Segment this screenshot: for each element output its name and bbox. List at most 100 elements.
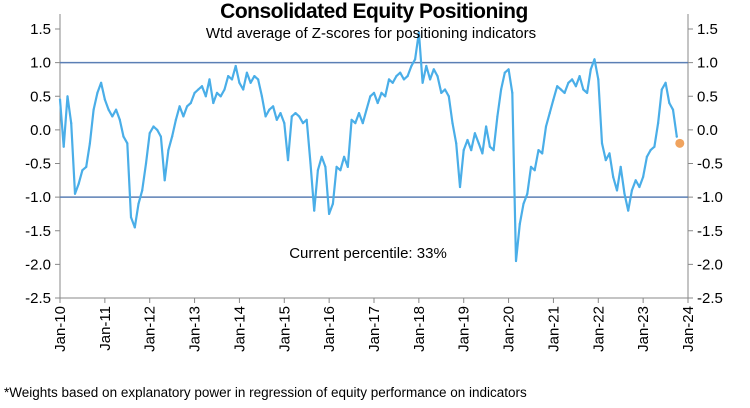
percentile-annotation: Current percentile: 33% <box>289 245 447 262</box>
data-point <box>186 105 189 108</box>
data-point <box>369 95 372 98</box>
data-point <box>414 58 417 61</box>
data-point <box>477 142 480 145</box>
data-point <box>432 68 435 71</box>
data-point <box>593 58 596 61</box>
y-axis-left-ticks: 1.5 1.0 0.5 0.0 -0.5 -1.0 -1.5 -2.0 -2.5 <box>25 21 60 307</box>
x-tick-label: Jan-20 <box>501 306 518 352</box>
data-point <box>660 88 663 91</box>
y-tick-label-left: -0.5 <box>25 156 51 173</box>
data-point <box>253 75 256 78</box>
data-point <box>171 135 174 138</box>
data-point <box>328 212 331 215</box>
current-value-marker <box>675 138 685 148</box>
data-point <box>638 185 641 189</box>
data-point <box>451 122 454 125</box>
x-tick-label: Jan-17 <box>366 306 383 352</box>
data-point <box>597 78 600 81</box>
x-tick-label: Jan-18 <box>411 306 428 352</box>
y-tick-label-right: -2.0 <box>697 256 723 273</box>
data-point <box>466 138 469 142</box>
data-point <box>309 162 312 165</box>
y-tick-label-right: -2.5 <box>697 290 723 307</box>
data-point <box>634 179 637 182</box>
data-point <box>361 122 364 125</box>
data-point <box>204 95 207 98</box>
data-point <box>586 91 589 94</box>
x-tick-label: Jan-15 <box>276 306 293 352</box>
data-point <box>126 142 129 145</box>
data-point <box>425 64 428 68</box>
data-point <box>320 155 323 158</box>
data-point <box>488 145 491 148</box>
data-point <box>391 81 394 84</box>
data-point <box>92 108 95 111</box>
data-point <box>133 226 136 229</box>
data-point <box>458 185 462 189</box>
data-point <box>242 88 245 91</box>
data-point <box>619 165 622 168</box>
x-axis-ticks: Jan-10 Jan-11 Jan-12 Jan-13 Jan-14 Jan-15 Jan-… <box>52 298 697 352</box>
y-tick-label-left: -2.5 <box>25 290 51 307</box>
data-point <box>264 115 267 118</box>
data-point <box>511 91 514 94</box>
data-point <box>129 216 133 219</box>
data-point <box>376 101 379 105</box>
data-point <box>500 88 503 91</box>
y-tick-label-left: -1.5 <box>25 223 51 240</box>
x-tick-label: Jan-23 <box>635 306 652 352</box>
data-point <box>503 71 506 74</box>
data-point <box>174 118 177 121</box>
data-point <box>462 149 465 152</box>
data-point <box>387 78 391 81</box>
data-point <box>447 95 450 98</box>
data-point <box>589 68 592 71</box>
data-point <box>627 209 630 212</box>
y-tick-label-right: -0.5 <box>697 156 723 173</box>
data-point <box>399 71 402 74</box>
data-point <box>346 165 349 168</box>
data-point <box>219 95 222 98</box>
x-tick-label: Jan-22 <box>590 306 607 352</box>
data-point <box>208 78 211 81</box>
data-point <box>440 91 443 94</box>
data-point <box>522 202 525 205</box>
data-point <box>73 192 77 195</box>
data-point <box>339 169 342 172</box>
chart-title: Consolidated Equity Positioning <box>220 0 528 23</box>
data-point <box>316 169 319 172</box>
data-point <box>582 88 585 91</box>
x-tick-label: Jan-24 <box>680 306 697 352</box>
data-point <box>107 108 110 111</box>
y-tick-label-right: 1.0 <box>697 55 718 72</box>
data-point <box>372 91 376 94</box>
data-point <box>279 112 282 115</box>
data-point <box>200 85 204 88</box>
data-point <box>324 165 327 168</box>
series-points <box>58 31 678 263</box>
data-point <box>159 135 162 138</box>
data-point <box>77 182 80 185</box>
footnote: *Weights based on explanatory power in r… <box>4 385 527 400</box>
data-point <box>283 122 286 125</box>
data-point <box>544 125 548 128</box>
y-tick-label-left: 1.0 <box>30 55 51 72</box>
data-point <box>492 149 495 152</box>
data-point <box>514 259 518 263</box>
x-tick-label: Jan-12 <box>142 306 159 352</box>
data-point <box>103 98 106 101</box>
data-point <box>301 122 305 125</box>
series-line <box>58 31 678 263</box>
data-point <box>144 162 148 165</box>
data-point <box>290 115 293 118</box>
data-point <box>178 105 181 108</box>
x-tick-label: Jan-11 <box>97 306 114 351</box>
x-tick-label: Jan-21 <box>545 306 562 352</box>
data-point <box>526 192 529 195</box>
data-point <box>331 202 334 205</box>
data-point <box>417 31 420 34</box>
data-point <box>66 95 69 98</box>
data-point <box>212 101 215 105</box>
data-point <box>552 98 555 101</box>
